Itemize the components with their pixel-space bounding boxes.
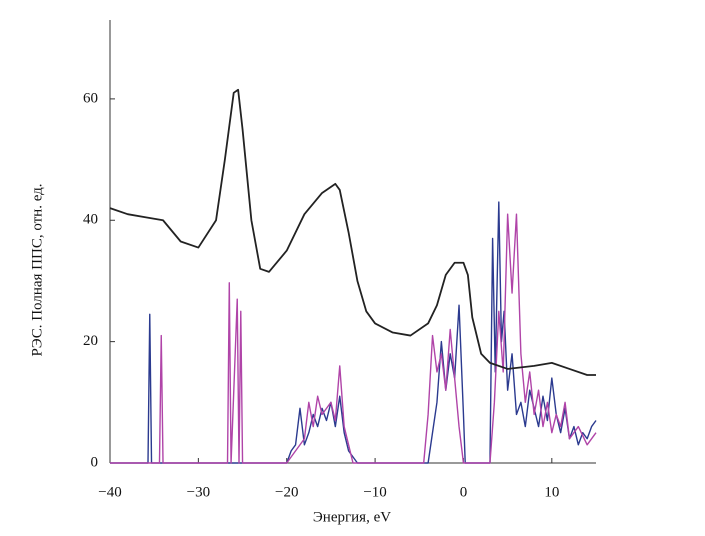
x-tick-label: −10 [363, 484, 386, 500]
x-tick-label: −20 [275, 484, 298, 500]
series-line [109, 88, 596, 376]
y-tick-label: 60 [83, 90, 98, 106]
y-tick-label: 20 [83, 333, 98, 349]
series-line [110, 213, 597, 464]
x-tick-label: 0 [460, 484, 468, 500]
y-tick-label: 40 [83, 212, 98, 228]
y-axis-label: РЭС. Полная ППС, отн. ед. [29, 183, 45, 356]
series-line [110, 201, 597, 464]
x-tick-label: −40 [98, 484, 121, 500]
x-tick-label: −30 [187, 484, 210, 500]
y-tick-label: 0 [91, 454, 99, 470]
x-tick-label: 10 [544, 484, 559, 500]
x-axis-label: Энергия, eV [313, 509, 391, 525]
